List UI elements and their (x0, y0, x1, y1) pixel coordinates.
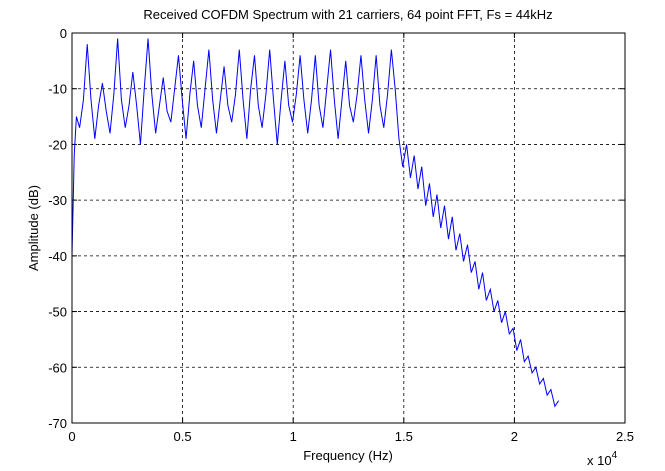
x-tick-label: 2 (511, 429, 518, 444)
x-axis-label: Frequency (Hz) (303, 448, 393, 463)
y-tick-label: -20 (48, 137, 67, 152)
y-tick-label: -40 (48, 249, 67, 264)
y-tick-label: -50 (48, 305, 67, 320)
x-tick-label: 1 (290, 429, 297, 444)
x-tick-label: 0.5 (174, 429, 192, 444)
x-tick-label: 0 (68, 429, 75, 444)
data-line (71, 38, 560, 408)
y-tick-label: 0 (60, 26, 67, 41)
x-multiplier-base: x 10 (587, 453, 612, 468)
y-tick-label: -70 (48, 416, 67, 431)
x-tick-label: 1.5 (395, 429, 413, 444)
chart-title: Received COFDM Spectrum with 21 carriers… (143, 7, 552, 22)
x-tick-label: 2.5 (616, 429, 634, 444)
y-tick-label: -60 (48, 360, 67, 375)
x-multiplier: x 104 (587, 450, 618, 468)
plot-frame (71, 32, 626, 424)
y-tick-label: -30 (48, 193, 67, 208)
y-tick-label: -10 (48, 82, 67, 97)
y-axis-label: Amplitude (dB) (26, 185, 41, 271)
x-multiplier-exponent: 4 (612, 450, 618, 461)
